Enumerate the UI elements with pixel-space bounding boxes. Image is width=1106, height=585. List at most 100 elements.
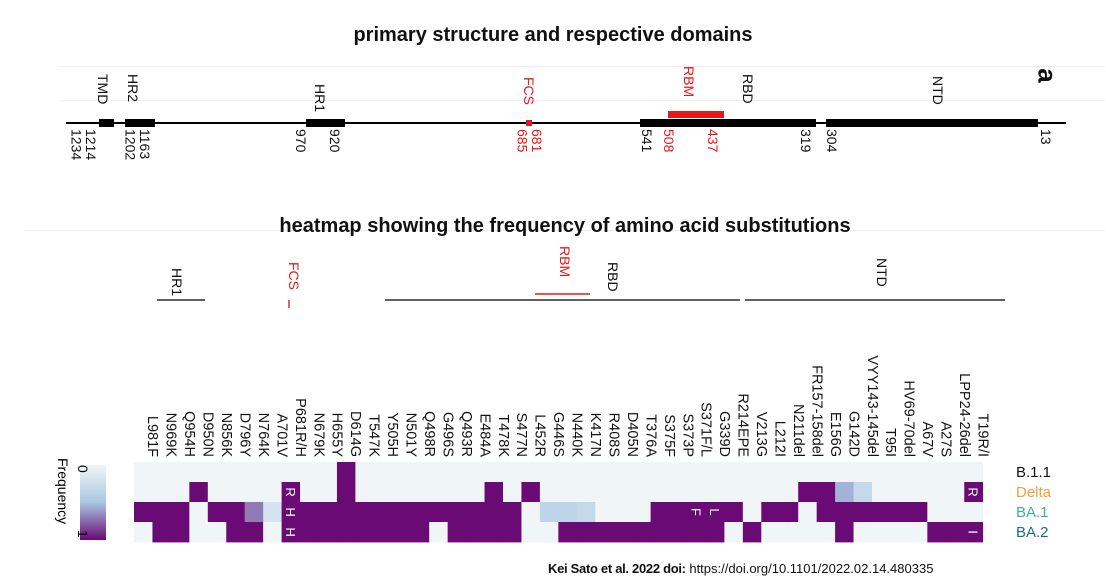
heatmap-cell	[853, 522, 873, 543]
heatmap-cell	[355, 482, 375, 503]
heatmap-cell	[779, 502, 799, 523]
mutation-label-l981f: L981F	[144, 416, 160, 457]
heatmap-cell	[484, 462, 504, 483]
heatmap-cell	[503, 522, 522, 543]
heatmap-cell	[152, 502, 172, 523]
cell-annotation: R	[283, 487, 298, 496]
heatmap-cell	[189, 462, 209, 483]
heatmap-cell	[429, 482, 449, 503]
heatmap-cell	[816, 462, 836, 483]
heatmap-cell	[908, 522, 928, 543]
cell-annotation: H	[283, 527, 298, 536]
structure-position-label-319: 319	[798, 129, 814, 153]
frequency-legend-max: 1	[75, 530, 91, 538]
mutation-label-n764k: N764K	[255, 413, 271, 458]
heatmap-cell	[669, 502, 688, 523]
mutation-label-n211del: N211del	[790, 404, 806, 457]
mutation-label-lpp24-26del: LPP24-26del	[956, 373, 972, 457]
heatmap-cell	[300, 522, 319, 543]
mutation-label-n856k: N856K	[218, 413, 234, 458]
heatmap-cell	[336, 522, 356, 543]
frequency-colorbar	[80, 465, 106, 540]
mutation-label-e156g: E156G	[827, 412, 843, 457]
structure-position-label-437: 437	[705, 129, 721, 153]
heatmap-cell	[761, 482, 781, 503]
domain-bar-tmd	[99, 119, 114, 127]
heatmap-cell	[318, 482, 338, 503]
heatmap-cell	[503, 462, 522, 483]
variant-label-ba-1: BA.1	[1016, 504, 1049, 521]
heatmap-cell	[945, 502, 965, 523]
mutation-label-s375f: S375F	[661, 414, 677, 457]
mutation-label-a27s: A27S	[938, 422, 954, 457]
heatmap-cell	[650, 502, 670, 523]
heatmap-cell	[613, 502, 633, 523]
mutation-label-a67v: A67V	[919, 422, 935, 458]
mutation-label-r214epe: R214EPE	[735, 393, 751, 457]
heatmap-cell	[447, 522, 467, 543]
heatmap-cell	[429, 462, 449, 483]
heatmap-cell	[853, 482, 873, 503]
heatmap-cell	[466, 522, 485, 543]
heatmap-cell	[650, 462, 670, 483]
mutation-label-n501y: N501Y	[403, 413, 419, 458]
domain-bar-fcs	[526, 120, 532, 126]
heatmap-cell	[964, 522, 984, 543]
heatmap-cell	[170, 522, 190, 543]
heatmap-cell	[705, 482, 725, 503]
heatmap-cell	[244, 462, 264, 483]
heatmap-cell	[373, 522, 393, 543]
mutation-label-vyy143-145del: VYY143-145del	[864, 355, 880, 457]
mutation-label-q498r: Q498R	[421, 411, 437, 457]
heatmap-cell	[724, 522, 744, 543]
mutation-label-g142d: G142D	[845, 411, 861, 457]
heatmap-cell	[632, 502, 651, 523]
heatmap-cell	[890, 502, 910, 523]
heatmap-cell	[927, 462, 947, 483]
heatmap-cell	[761, 502, 781, 523]
heatmap-cell	[447, 482, 467, 503]
heatmap-cell	[429, 522, 449, 543]
mutation-label-n440k: N440K	[569, 413, 585, 458]
heatmap-cell	[779, 522, 799, 543]
domain-bar-hr2	[125, 119, 155, 127]
mutation-label-l452r: L452R	[532, 414, 548, 457]
heatmap-cell	[521, 522, 541, 543]
heatmap-cell	[853, 502, 873, 523]
mutation-label-q493r: Q493R	[458, 411, 474, 457]
heatmap-cell	[835, 522, 854, 543]
heatmap-cell	[207, 522, 227, 543]
heatmap-cell	[503, 482, 522, 503]
doi-link[interactable]: https://doi.org/10.1101/2022.02.14.48033…	[689, 561, 934, 576]
heatmap-cell	[429, 502, 449, 523]
heatmap-cell	[742, 462, 762, 483]
heatmap-cell	[521, 462, 541, 483]
heatmap-cell	[964, 482, 984, 503]
heatmap-cell	[724, 482, 744, 503]
structure-position-label-304: 304	[824, 129, 840, 153]
heatmap-cell	[890, 462, 910, 483]
heatmap-cell	[355, 462, 375, 483]
mutation-label-h655y: H655Y	[329, 413, 345, 458]
variant-label-ba-2: BA.2	[1016, 524, 1049, 541]
heatmap-cell	[318, 502, 338, 523]
mutation-label-g339d: G339D	[716, 411, 732, 457]
heatmap-cell	[779, 462, 799, 483]
cell-annotation: H	[283, 507, 298, 516]
heatmap-cell	[318, 462, 338, 483]
heatmap-cell	[927, 482, 947, 503]
heatmap-cell	[466, 482, 485, 503]
structure-position-label-1214-1234: 12141234	[68, 129, 99, 160]
credit-line: Kei Sato et al. 2022 doi: https://doi.or…	[548, 561, 933, 576]
structure-position-label-970: 970	[293, 129, 309, 153]
heatmap-cell	[226, 462, 246, 483]
heatmap-cell	[300, 482, 319, 503]
heatmap-cell	[539, 482, 559, 503]
mutation-label-s373p: S373P	[679, 413, 695, 457]
heatmap-region-label-rbm: RBM	[557, 246, 573, 277]
heatmap-cell	[742, 522, 762, 543]
heatmap-cell	[207, 482, 227, 503]
heatmap-region-label-rbd: RBD	[605, 262, 621, 292]
domain-bar-hr1	[306, 119, 345, 127]
heatmap-cell	[669, 462, 688, 483]
